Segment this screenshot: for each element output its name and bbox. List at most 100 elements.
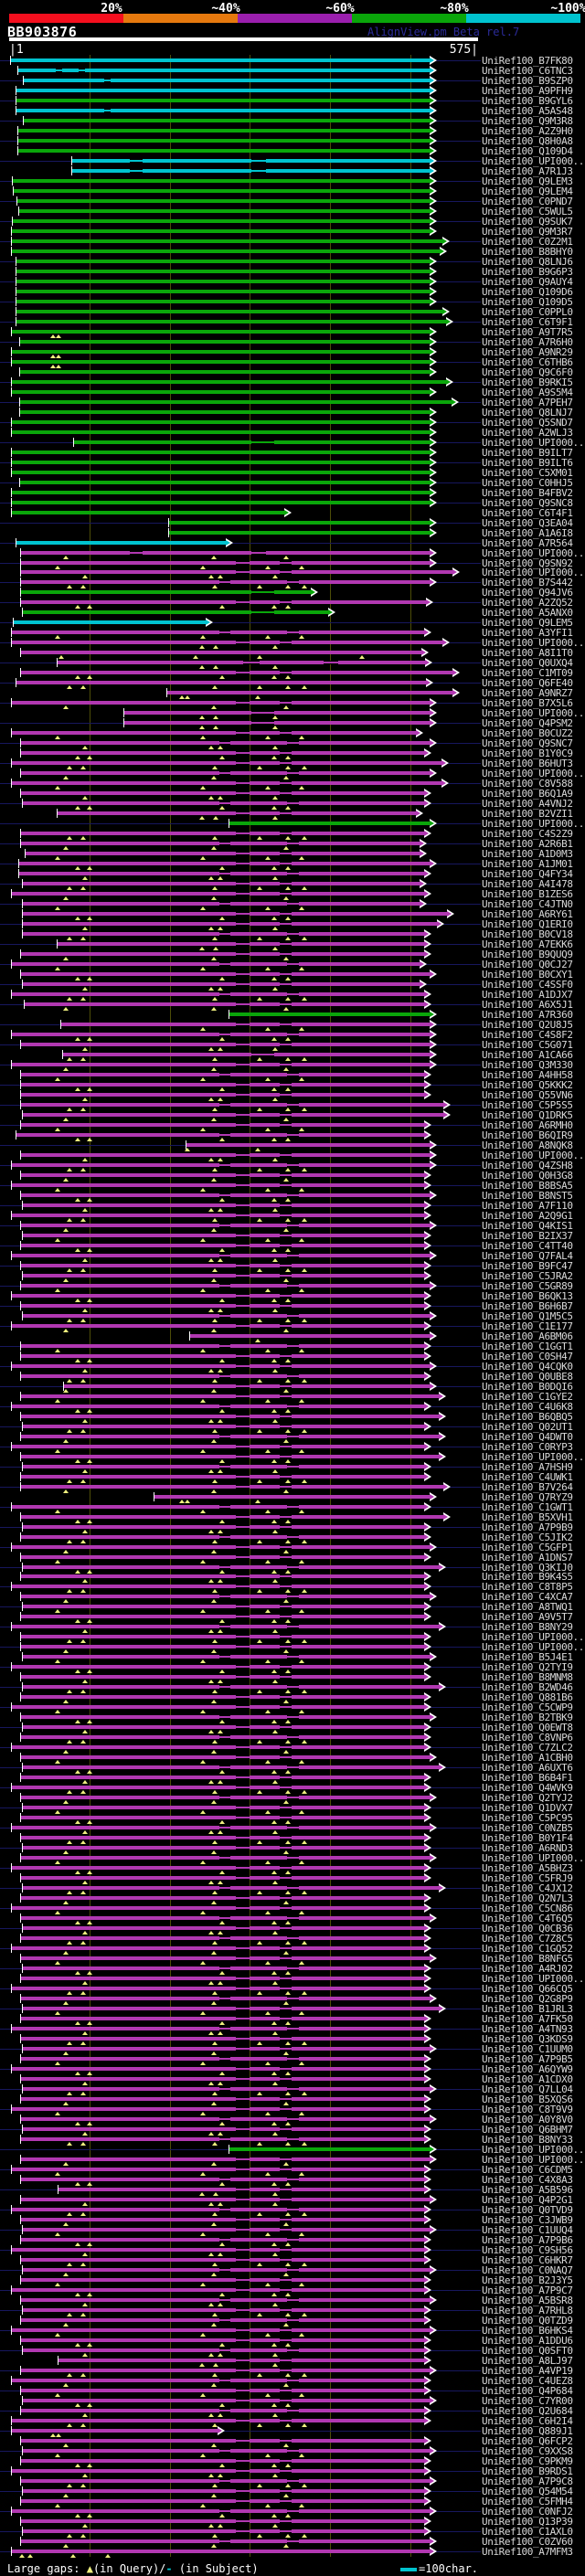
hit-bar[interactable] (11, 1745, 424, 1749)
hit-bar[interactable] (20, 2097, 424, 2101)
hit-label[interactable]: UniRef100_UPI000.. (482, 1641, 585, 1653)
hit-label[interactable]: UniRef100_C5G071 (482, 1039, 573, 1051)
hit-bar[interactable] (11, 451, 430, 454)
hit-bar[interactable] (20, 832, 424, 835)
hit-bar[interactable] (22, 2449, 430, 2453)
hit-label[interactable]: UniRef100_C8V588 (482, 778, 573, 790)
hit-bar[interactable] (22, 1525, 424, 1529)
hit-label[interactable]: UniRef100_Q9LEM3 (482, 175, 573, 187)
hit-label[interactable]: UniRef100_C6H2I4 (482, 2415, 573, 2427)
hit-label[interactable]: UniRef100_Q94JV6 (482, 587, 573, 599)
hit-bar[interactable] (20, 1956, 430, 1960)
hit-bar[interactable] (20, 551, 430, 555)
hit-bar[interactable] (22, 1605, 424, 1608)
hit-label[interactable]: UniRef100_B5XVH1 (482, 1511, 573, 1523)
hit-bar[interactable] (20, 600, 426, 604)
hit-bar[interactable] (20, 1394, 439, 1398)
hit-label[interactable]: UniRef100_C9XXS8 (482, 2445, 573, 2457)
hit-label[interactable]: UniRef100_A4HH58 (482, 1069, 573, 1081)
hit-label[interactable]: UniRef100_UPI000.. (482, 437, 585, 449)
hit-label[interactable]: UniRef100_Q9SN92 (482, 557, 573, 569)
hit-label[interactable]: UniRef100_Q8LNJ7 (482, 407, 573, 419)
hit-label[interactable]: UniRef100_B0CUZ2 (482, 727, 573, 739)
hit-label[interactable]: UniRef100_Q4CQK0 (482, 1361, 573, 1373)
hit-bar[interactable] (22, 912, 447, 916)
hit-bar[interactable] (11, 350, 430, 354)
hit-label[interactable]: UniRef100_Q5KKK2 (482, 1079, 573, 1091)
hit-bar[interactable] (73, 440, 430, 444)
hit-label[interactable]: UniRef100_Q2U684 (482, 2405, 573, 2417)
hit-bar[interactable] (22, 1765, 439, 1769)
hit-bar[interactable] (22, 1806, 424, 1809)
hit-bar[interactable] (20, 2499, 424, 2503)
hit-label[interactable]: UniRef100_Q2TYJ2 (482, 1792, 573, 1804)
hit-bar[interactable] (11, 2328, 430, 2332)
hit-bar[interactable] (11, 892, 424, 896)
hit-label[interactable]: UniRef100_Q109D4 (482, 145, 573, 157)
hit-bar[interactable] (11, 2509, 430, 2513)
hit-label[interactable]: UniRef100_A7P9B9 (482, 1521, 573, 1533)
hit-label[interactable]: UniRef100_Q02UT1 (482, 1421, 573, 1433)
hit-label[interactable]: UniRef100_C8T9V9 (482, 2104, 573, 2115)
hit-bar[interactable] (11, 491, 430, 494)
hit-label[interactable]: UniRef100_A7FK50 (482, 2013, 573, 2025)
hit-bar[interactable] (20, 1264, 424, 1267)
hit-bar[interactable] (11, 380, 446, 384)
hit-bar[interactable] (20, 1475, 424, 1479)
hit-label[interactable]: UniRef100_Q0CJ27 (482, 959, 573, 970)
hit-label[interactable]: UniRef100_C1GQ52 (482, 1943, 573, 1955)
hit-bar[interactable] (20, 1635, 424, 1638)
hit-label[interactable]: UniRef100_B9RDS1 (482, 2465, 573, 2477)
hit-label[interactable]: UniRef100_Q3KIJ0 (482, 1562, 573, 1574)
hit-bar[interactable] (11, 962, 420, 966)
hit-label[interactable]: UniRef100_Q9M3R8 (482, 115, 573, 127)
hit-bar[interactable] (16, 541, 226, 545)
hit-label[interactable]: UniRef100_C6T9F1 (482, 316, 573, 328)
hit-bar[interactable] (16, 300, 430, 303)
hit-label[interactable]: UniRef100_Q0EWT8 (482, 1722, 573, 1733)
hit-bar[interactable] (22, 2268, 430, 2272)
hit-label[interactable]: UniRef100_A7R1J3 (482, 165, 573, 177)
hit-bar[interactable] (22, 1685, 439, 1689)
hit-label[interactable]: UniRef100_Q4PSM2 (482, 717, 573, 729)
hit-bar[interactable] (11, 1946, 424, 1950)
hit-label[interactable]: UniRef100_A7RHL8 (482, 2305, 573, 2316)
hit-bar[interactable] (20, 2017, 424, 2020)
hit-label[interactable]: UniRef100_B2J3Y5 (482, 2274, 573, 2286)
hit-bar[interactable] (16, 109, 430, 112)
hit-bar[interactable] (123, 711, 430, 715)
hit-bar[interactable] (11, 1364, 430, 1368)
hit-label[interactable]: UniRef100_C5XM01 (482, 467, 573, 479)
hit-bar[interactable] (19, 340, 430, 344)
hit-label[interactable]: UniRef100_B0Y1F4 (482, 1832, 573, 1844)
hit-label[interactable]: UniRef100_C1UUM0 (482, 2043, 573, 2055)
hit-label[interactable]: UniRef100_C1GGT1 (482, 1341, 573, 1352)
hit-bar[interactable] (20, 2077, 424, 2081)
hit-bar[interactable] (20, 1977, 424, 1980)
hit-bar[interactable] (11, 1405, 424, 1408)
hit-label[interactable]: UniRef100_A5BSR8 (482, 2295, 573, 2306)
hit-label[interactable]: UniRef100_A0Y8V0 (482, 2114, 573, 2125)
hit-bar[interactable] (60, 1023, 430, 1026)
hit-label[interactable]: UniRef100_C4T6Q5 (482, 1913, 573, 1924)
hit-label[interactable]: UniRef100_A3YFI1 (482, 627, 573, 639)
hit-label[interactable]: UniRef100_Q2N7L3 (482, 1892, 573, 1904)
hit-bar[interactable] (22, 610, 328, 614)
hit-label[interactable]: UniRef100_B6Q1A9 (482, 788, 573, 800)
hit-label[interactable]: UniRef100_C1MT09 (482, 667, 573, 679)
hit-bar[interactable] (11, 2027, 424, 2030)
hit-bar[interactable] (13, 189, 430, 193)
hit-bar[interactable] (17, 139, 430, 143)
hit-label[interactable]: UniRef100_Q4P684 (482, 2385, 573, 2397)
hit-label[interactable]: UniRef100_C5JRA2 (482, 1270, 573, 1282)
hit-label[interactable]: UniRef100_C5FRJ9 (482, 1872, 573, 1884)
hit-bar[interactable] (16, 199, 430, 203)
hit-label[interactable]: UniRef100_C4S8F2 (482, 1029, 573, 1041)
hit-label[interactable]: UniRef100_A1D0M3 (482, 848, 573, 860)
hit-label[interactable]: UniRef100_Q55VN6 (482, 1089, 573, 1101)
hit-label[interactable]: UniRef100_B9QUQ9 (482, 949, 573, 960)
hit-label[interactable]: UniRef100_Q3EA04 (482, 517, 573, 529)
hit-bar[interactable] (16, 260, 430, 263)
hit-bar[interactable] (11, 761, 441, 765)
hit-bar[interactable] (20, 2459, 424, 2463)
